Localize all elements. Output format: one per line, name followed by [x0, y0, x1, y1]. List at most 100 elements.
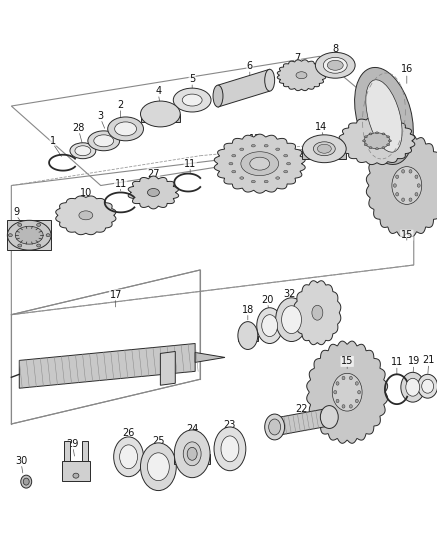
Text: 21: 21 [423, 356, 435, 366]
Text: 13: 13 [368, 114, 380, 124]
Ellipse shape [148, 189, 159, 196]
Ellipse shape [402, 169, 405, 173]
Ellipse shape [262, 314, 278, 336]
Text: 27: 27 [147, 168, 160, 179]
Polygon shape [7, 220, 51, 250]
Ellipse shape [332, 373, 362, 411]
Ellipse shape [7, 220, 51, 250]
Ellipse shape [320, 406, 338, 429]
Ellipse shape [314, 142, 335, 156]
Ellipse shape [18, 244, 22, 247]
Ellipse shape [382, 133, 385, 135]
Ellipse shape [315, 52, 355, 78]
Ellipse shape [268, 419, 281, 435]
Ellipse shape [284, 171, 288, 173]
Text: 11: 11 [114, 179, 127, 189]
Ellipse shape [366, 80, 402, 152]
Ellipse shape [18, 223, 22, 227]
Polygon shape [294, 281, 341, 345]
Ellipse shape [214, 427, 246, 471]
Ellipse shape [276, 148, 280, 150]
Ellipse shape [238, 321, 258, 350]
Ellipse shape [120, 445, 138, 469]
Ellipse shape [397, 174, 416, 197]
Ellipse shape [382, 147, 385, 149]
Ellipse shape [389, 140, 392, 142]
Ellipse shape [417, 184, 420, 187]
Ellipse shape [73, 473, 79, 478]
Ellipse shape [115, 122, 137, 136]
Text: 11: 11 [184, 159, 196, 168]
Ellipse shape [232, 155, 236, 157]
Ellipse shape [375, 148, 378, 150]
Ellipse shape [241, 152, 279, 175]
Text: 15: 15 [341, 357, 353, 366]
Ellipse shape [342, 405, 345, 408]
Ellipse shape [141, 101, 180, 127]
Ellipse shape [418, 374, 438, 398]
Text: 9: 9 [13, 207, 19, 217]
Ellipse shape [396, 192, 399, 196]
Ellipse shape [23, 478, 29, 485]
Ellipse shape [141, 443, 176, 490]
Polygon shape [218, 69, 270, 107]
Text: 30: 30 [15, 456, 28, 466]
Ellipse shape [251, 180, 255, 183]
Ellipse shape [350, 376, 352, 379]
Ellipse shape [257, 308, 283, 343]
Text: 14: 14 [315, 122, 328, 132]
Ellipse shape [249, 157, 270, 171]
Ellipse shape [37, 244, 41, 247]
Ellipse shape [415, 192, 418, 196]
Ellipse shape [409, 198, 412, 201]
Ellipse shape [15, 226, 43, 244]
Ellipse shape [369, 133, 372, 135]
Ellipse shape [70, 143, 96, 159]
Ellipse shape [264, 180, 268, 183]
Ellipse shape [396, 175, 399, 179]
Text: 16: 16 [401, 64, 413, 74]
Ellipse shape [240, 177, 244, 179]
Ellipse shape [327, 60, 343, 70]
Ellipse shape [336, 399, 339, 403]
Ellipse shape [265, 69, 275, 91]
Polygon shape [160, 351, 175, 385]
Text: 2: 2 [117, 100, 124, 110]
Text: 24: 24 [186, 424, 198, 434]
Text: 8: 8 [332, 44, 338, 54]
Ellipse shape [251, 144, 255, 147]
Ellipse shape [187, 447, 197, 461]
Polygon shape [82, 441, 88, 461]
Ellipse shape [182, 94, 202, 106]
Polygon shape [307, 341, 388, 443]
Ellipse shape [338, 380, 357, 404]
Ellipse shape [213, 85, 223, 107]
Ellipse shape [276, 298, 307, 342]
Text: 5: 5 [189, 74, 195, 84]
Ellipse shape [37, 223, 41, 227]
Polygon shape [128, 176, 179, 209]
Text: 1: 1 [50, 136, 56, 146]
Ellipse shape [265, 414, 285, 440]
Text: 4: 4 [155, 86, 162, 96]
Ellipse shape [355, 382, 358, 385]
Text: 26: 26 [122, 428, 135, 438]
Ellipse shape [21, 475, 32, 488]
Text: 15: 15 [401, 230, 413, 240]
Ellipse shape [318, 144, 331, 153]
Text: 22: 22 [295, 404, 308, 414]
Text: 25: 25 [152, 436, 165, 446]
Ellipse shape [108, 117, 144, 141]
Ellipse shape [364, 133, 390, 149]
Ellipse shape [368, 135, 386, 146]
Text: 6: 6 [247, 61, 253, 71]
Polygon shape [64, 441, 70, 461]
Polygon shape [277, 60, 326, 91]
Ellipse shape [355, 68, 413, 165]
Text: 29: 29 [67, 439, 79, 449]
Ellipse shape [284, 155, 288, 157]
Ellipse shape [75, 146, 91, 156]
Ellipse shape [402, 198, 405, 201]
Ellipse shape [296, 72, 307, 79]
Ellipse shape [282, 306, 301, 334]
